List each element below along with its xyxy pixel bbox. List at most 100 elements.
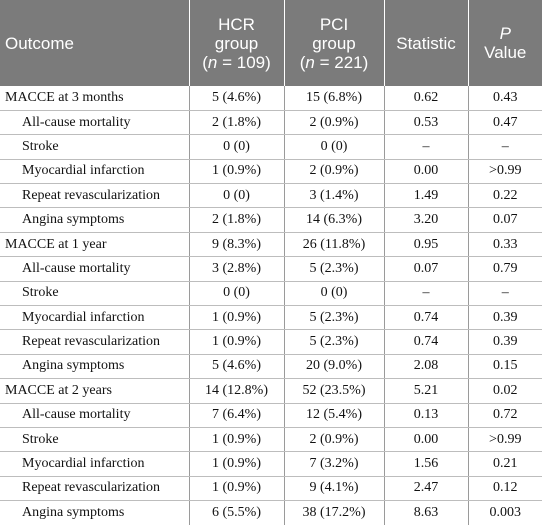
pci-cell: 52 (23.5%) — [284, 378, 385, 404]
pci-cell: 2 (0.9%) — [284, 110, 385, 136]
hcr-cell: 0 (0) — [189, 281, 285, 307]
outcome-cell: All-cause mortality — [0, 110, 190, 136]
pci-cell: 12 (5.4%) — [284, 403, 385, 428]
statistic-cell: 0.74 — [384, 329, 469, 355]
outcome-cell: Myocardial infarction — [0, 305, 190, 331]
hcr-cell: 0 (0) — [189, 183, 285, 209]
table-row: Stroke 1 (0.9%) 2 (0.9%) 0.00 >0.99 — [0, 427, 542, 453]
pci-cell: 20 (9.0%) — [284, 354, 385, 380]
outcome-cell: Angina symptoms — [0, 500, 190, 526]
p-value-cell: 0.02 — [468, 378, 542, 404]
table-row: Repeat revascularization 1 (0.9%) 9 (4.1%)… — [0, 476, 542, 502]
pci-cell: 2 (0.9%) — [284, 159, 385, 185]
table-row: Stroke 0 (0) 0 (0) – – — [0, 281, 542, 307]
outcome-cell: All-cause mortality — [0, 403, 190, 428]
p-value-cell: 0.15 — [468, 354, 542, 380]
table-row: Stroke 0 (0) 0 (0) – – — [0, 134, 542, 160]
pci-cell: 3 (1.4%) — [284, 183, 385, 209]
table-row: Angina symptoms 2 (1.8%) 14 (6.3%) 3.20 0.07 — [0, 207, 542, 233]
pci-cell: 2 (0.9%) — [284, 427, 385, 453]
p-value-cell: 0.72 — [468, 403, 542, 428]
pci-cell: 14 (6.3%) — [284, 207, 385, 233]
outcome-cell: All-cause mortality — [0, 256, 190, 282]
statistic-cell: 0.74 — [384, 305, 469, 331]
header-hcr-group: HCR group (n = 109) — [189, 0, 285, 86]
hcr-cell: 6 (5.5%) — [189, 500, 285, 526]
statistic-cell: 0.62 — [384, 86, 469, 111]
table-row: MACCE at 1 year 9 (8.3%) 26 (11.8%) 0.95 0.3… — [0, 232, 542, 258]
pci-cell: 5 (2.3%) — [284, 305, 385, 331]
hcr-cell: 5 (4.6%) — [189, 354, 285, 380]
header-outcome: Outcome — [0, 0, 190, 86]
outcome-cell: Repeat revascularization — [0, 183, 190, 209]
outcome-cell: Stroke — [0, 134, 190, 160]
pci-n: (n = 221) — [299, 52, 369, 72]
p-value-cell: 0.33 — [468, 232, 542, 258]
hcr-cell: 1 (0.9%) — [189, 329, 285, 355]
hcr-cell: 14 (12.8%) — [189, 378, 285, 404]
outcome-cell: Stroke — [0, 281, 190, 307]
pci-cell: 5 (2.3%) — [284, 256, 385, 282]
p-value-cell: – — [468, 281, 542, 307]
table-row: All-cause mortality 3 (2.8%) 5 (2.3%) 0.07 0… — [0, 256, 542, 282]
table-row: Myocardial infarction 1 (0.9%) 2 (0.9%) 0.0… — [0, 159, 542, 185]
outcome-cell: Repeat revascularization — [0, 476, 190, 502]
table-row: MACCE at 3 months 5 (4.6%) 15 (6.8%) 0.62 0.… — [0, 86, 542, 111]
table-row: Angina symptoms 6 (5.5%) 38 (17.2%) 8.63 0.0… — [0, 500, 542, 526]
p-value-cell: 0.39 — [468, 305, 542, 331]
pci-cell: 15 (6.8%) — [284, 86, 385, 111]
p-value-cell: 0.003 — [489, 505, 522, 521]
p-value-cell: 0.79 — [468, 256, 542, 282]
p-value-cell: >0.99 — [468, 159, 542, 185]
outcome-cell: MACCE at 2 years — [0, 378, 190, 404]
outcome-cell: Angina symptoms — [0, 207, 190, 233]
pci-cell: 9 (4.1%) — [284, 476, 385, 502]
table-row: Repeat revascularization 1 (0.9%) 5 (2.3%)… — [0, 329, 542, 355]
pci-cell: 5 (2.3%) — [284, 329, 385, 355]
hcr-cell: 0 (0) — [189, 134, 285, 160]
pci-cell: 7 (3.2%) — [284, 451, 385, 477]
hcr-cell: 1 (0.9%) — [189, 451, 285, 477]
table-row: Myocardial infarction 1 (0.9%) 5 (2.3%) 0.7… — [0, 305, 542, 331]
statistic-cell: 1.56 — [384, 451, 469, 477]
p-value-cell: 0.39 — [468, 329, 542, 355]
hcr-cell: 1 (0.9%) — [189, 159, 285, 185]
statistic-cell: 8.63 — [384, 500, 469, 526]
statistic-cell: 2.47 — [384, 476, 469, 502]
p-value-cell: 0.47 — [468, 110, 542, 136]
hcr-cell: 2 (1.8%) — [189, 207, 285, 233]
statistic-cell: – — [384, 134, 469, 160]
outcome-cell: MACCE at 1 year — [0, 232, 190, 258]
hcr-cell: 9 (8.3%) — [189, 232, 285, 258]
outcome-cell: Myocardial infarction — [0, 451, 190, 477]
hcr-cell: 1 (0.9%) — [189, 427, 285, 453]
table-row: Angina symptoms 5 (4.6%) 20 (9.0%) 2.08 0.15 — [0, 354, 542, 380]
statistic-cell: 0.00 — [384, 159, 469, 185]
statistic-cell: 0.53 — [384, 110, 469, 136]
pci-cell: 0 (0) — [284, 281, 385, 307]
p-value-cell: 0.22 — [468, 183, 542, 209]
statistic-cell: 2.08 — [384, 354, 469, 380]
outcome-cell: MACCE at 3 months — [0, 86, 190, 111]
outcome-cell: Angina symptoms — [0, 354, 190, 380]
table-row: All-cause mortality 7 (6.4%) 12 (5.4%) 0.13… — [0, 403, 542, 428]
outcome-cell: Repeat revascularization — [0, 329, 190, 355]
statistic-cell: 1.49 — [384, 183, 469, 209]
hcr-cell: 7 (6.4%) — [189, 403, 285, 428]
table-row: All-cause mortality 2 (1.8%) 2 (0.9%) 0.53 0… — [0, 110, 542, 136]
p-value-cell: 0.07 — [468, 207, 542, 233]
p-value-cell: – — [468, 134, 542, 160]
hcr-cell: 5 (4.6%) — [189, 86, 285, 111]
statistic-cell: 0.07 — [384, 256, 469, 282]
hcr-cell: 3 (2.8%) — [189, 256, 285, 282]
statistic-cell: 5.21 — [384, 378, 469, 404]
statistic-cell: – — [384, 281, 469, 307]
table-row: MACCE at 2 years 14 (12.8%) 52 (23.5%) 5.21… — [0, 378, 542, 404]
p-value-cell: >0.99 — [468, 427, 542, 453]
p-value-cell: 0.21 — [468, 451, 542, 477]
p-value-cell: 0.43 — [468, 86, 542, 111]
table-header: Outcome HCR group (n = 109) PCI group (n… — [0, 0, 542, 86]
table-body: MACCE at 3 months 5 (4.6%) 15 (6.8%) 0.62 0.… — [0, 86, 542, 526]
pci-cell: 38 (17.2%) — [284, 500, 385, 526]
table-row: Myocardial infarction 1 (0.9%) 7 (3.2%) 1.5… — [0, 451, 542, 477]
